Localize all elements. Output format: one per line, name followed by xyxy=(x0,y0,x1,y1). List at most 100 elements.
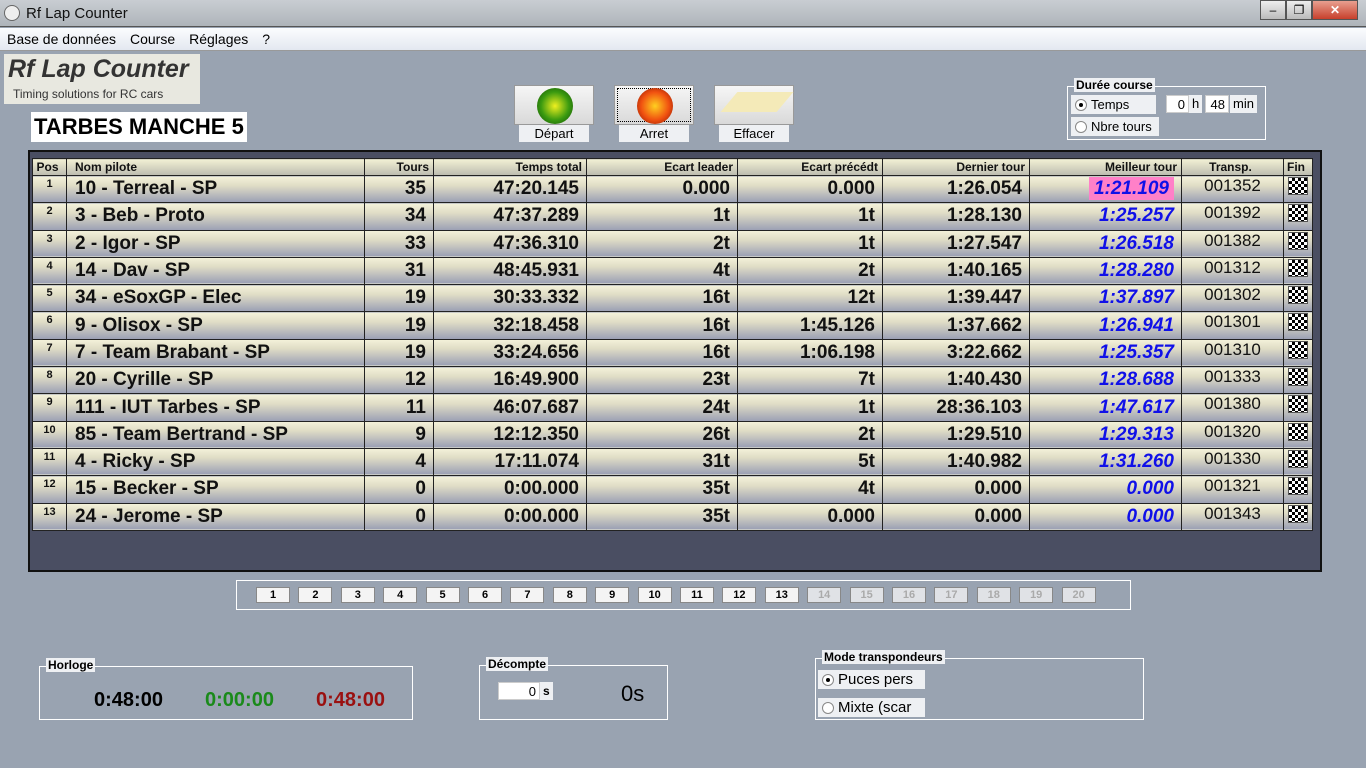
maximize-button[interactable]: ❐ xyxy=(1286,0,1312,20)
cell-pos: 13 xyxy=(32,502,67,531)
page-button-19[interactable]: 19 xyxy=(1019,587,1054,603)
page-button-2[interactable]: 2 xyxy=(298,587,333,603)
personal-chips-radio[interactable]: Puces pers xyxy=(818,670,925,689)
header-gap-previous[interactable]: Ecart précédt xyxy=(737,158,883,176)
page-button-10[interactable]: 10 xyxy=(637,587,672,603)
cell-text: 1:29.510 xyxy=(946,423,1022,445)
table-row[interactable]: 2 3 - Beb - Proto 34 47:37.289 1t 1t 1:28.130 1… xyxy=(32,202,1313,231)
time-radio[interactable]: Temps xyxy=(1071,95,1156,114)
cell-text: 1:37.897 xyxy=(1098,287,1174,309)
table-row[interactable]: 12 15 - Becker - SP 0 0:00.000 35t 4t 0.000 0.0… xyxy=(32,475,1313,504)
cell-text: 31 xyxy=(404,260,426,282)
header-laps[interactable]: Tours xyxy=(364,158,434,176)
menu-settings[interactable]: Réglages xyxy=(189,31,249,47)
cell-text: 8 xyxy=(46,369,53,382)
cell-total-time: 32:18.458 xyxy=(433,311,587,340)
minimize-button[interactable]: – xyxy=(1260,0,1286,20)
cell-total-time: 0:00.000 xyxy=(433,502,587,531)
results-table-panel: Pos Nom pilote Tours Temps total Ecart leade… xyxy=(28,150,1322,572)
cell-best-lap: 1:37.897 xyxy=(1029,284,1182,313)
results-table: Pos Nom pilote Tours Temps total Ecart leade… xyxy=(32,158,1313,531)
table-row[interactable]: 10 85 - Team Bertrand - SP 9 12:12.350 26t 2t… xyxy=(32,420,1313,449)
table-row[interactable]: 8 20 - Cyrille - SP 12 16:49.900 23t 7t 1:40.4… xyxy=(32,366,1313,395)
cell-laps: 4 xyxy=(364,447,434,477)
clear-label[interactable]: Effacer xyxy=(719,125,789,142)
page-button-11[interactable]: 11 xyxy=(680,587,714,603)
page-button-3[interactable]: 3 xyxy=(340,587,375,603)
cell-gap-leader: 35t xyxy=(586,502,738,531)
table-row[interactable]: 4 14 - Dav - SP 31 48:45.931 4t 2t 1:40.165 1:2… xyxy=(32,256,1313,286)
table-row[interactable]: 1 10 - Terreal - SP 35 47:20.145 0.000 0.000 1… xyxy=(32,174,1313,204)
cell-pos: 6 xyxy=(32,311,67,340)
checkered-flag-icon xyxy=(1288,204,1308,223)
page-button-6[interactable]: 6 xyxy=(468,587,502,603)
countdown-input[interactable]: 0 xyxy=(498,682,540,700)
header-driver-name[interactable]: Nom pilote xyxy=(66,158,365,176)
minutes-unit: min xyxy=(1230,95,1257,113)
stopwatch-icon xyxy=(4,5,20,21)
cell-pos: 5 xyxy=(32,284,67,313)
stop-label[interactable]: Arret xyxy=(619,125,689,142)
page-button-12[interactable]: 12 xyxy=(722,587,757,603)
checkered-flag-icon xyxy=(1288,313,1308,332)
cell-gap-leader: 2t xyxy=(586,229,738,258)
header-gap-leader[interactable]: Ecart leader xyxy=(586,158,738,176)
cell-text: 2 - Igor - SP xyxy=(75,232,181,254)
page-button-14[interactable]: 14 xyxy=(807,587,842,603)
table-row[interactable]: 7 7 - Team Brabant - SP 19 33:24.656 16t 1:06… xyxy=(32,338,1313,368)
cell-gap-previous: 2t xyxy=(737,420,883,449)
page-button-18[interactable]: 18 xyxy=(976,587,1011,603)
cell-last-lap: 1:27.547 xyxy=(882,229,1030,258)
table-row[interactable]: 9 111 - IUT Tarbes - SP 11 46:07.687 24t 1t 28… xyxy=(32,393,1313,422)
page-button-7[interactable]: 7 xyxy=(510,587,545,603)
page-button-5[interactable]: 5 xyxy=(425,587,460,603)
cell-total-time: 33:24.656 xyxy=(433,338,587,368)
table-row[interactable]: 3 2 - Igor - SP 33 47:36.310 2t 1t 1:27.547 1:2… xyxy=(32,229,1313,258)
page-button-16[interactable]: 16 xyxy=(892,587,926,603)
header-last-lap[interactable]: Dernier tour xyxy=(882,158,1030,176)
page-button-17[interactable]: 17 xyxy=(934,587,969,603)
cell-transponder: 001301 xyxy=(1181,311,1284,340)
cell-driver-name: 7 - Team Brabant - SP xyxy=(66,338,365,368)
table-row[interactable]: 13 24 - Jerome - SP 0 0:00.000 35t 0.000 0.000… xyxy=(32,502,1313,531)
clear-button[interactable] xyxy=(714,85,794,125)
header-pos[interactable]: Pos xyxy=(32,158,67,176)
header-best-lap[interactable]: Meilleur tour xyxy=(1029,158,1182,176)
cell-pos: 7 xyxy=(32,338,67,368)
cell-driver-name: 2 - Igor - SP xyxy=(66,229,365,258)
page-button-15[interactable]: 15 xyxy=(849,587,884,603)
page-button-13[interactable]: 13 xyxy=(764,587,799,603)
cell-text: 19 xyxy=(404,341,426,363)
close-button[interactable]: ✕ xyxy=(1312,0,1358,20)
table-row[interactable]: 11 4 - Ricky - SP 4 17:11.074 31t 5t 1:40.982 1… xyxy=(32,447,1313,477)
table-row[interactable]: 5 34 - eSoxGP - Elec 19 30:33.332 16t 12t 1:39… xyxy=(32,284,1313,313)
laps-radio[interactable]: Nbre tours xyxy=(1071,117,1159,136)
cell-pos: 2 xyxy=(32,202,67,231)
cell-best-lap: 1:25.357 xyxy=(1029,338,1182,368)
duration-group: Durée course Temps Nbre tours 0 h 48 min xyxy=(1067,78,1266,140)
table-row[interactable]: 6 9 - Olisox - SP 19 32:18.458 16t 1:45.126 1:… xyxy=(32,311,1313,340)
minutes-input[interactable]: 48 xyxy=(1205,95,1229,113)
header-total-time[interactable]: Temps total xyxy=(433,158,587,176)
start-button[interactable] xyxy=(514,85,594,125)
cell-total-time: 16:49.900 xyxy=(433,366,587,395)
menu-database[interactable]: Base de données xyxy=(7,31,116,47)
page-button-1[interactable]: 1 xyxy=(256,587,290,603)
menu-course[interactable]: Course xyxy=(129,31,176,47)
page-button-9[interactable]: 9 xyxy=(595,587,630,603)
page-button-20[interactable]: 20 xyxy=(1061,587,1096,603)
menu-bar: Base de données Course Réglages ? xyxy=(0,28,1366,51)
mixed-mode-radio[interactable]: Mixte (scar xyxy=(818,698,925,717)
start-label[interactable]: Départ xyxy=(519,125,589,142)
cell-best-lap: 1:28.280 xyxy=(1029,256,1182,286)
header-finish[interactable]: Fin xyxy=(1283,158,1313,176)
cell-text: 20 - Cyrille - SP xyxy=(75,369,214,391)
page-button-4[interactable]: 4 xyxy=(383,587,418,603)
page-button-8[interactable]: 8 xyxy=(552,587,587,603)
hours-input[interactable]: 0 xyxy=(1166,95,1189,113)
stop-button[interactable] xyxy=(614,85,694,125)
cell-text: 33:24.656 xyxy=(493,341,579,363)
header-transponder[interactable]: Transp. xyxy=(1181,158,1284,176)
cell-laps: 31 xyxy=(364,256,434,286)
menu-help[interactable]: ? xyxy=(262,31,271,47)
